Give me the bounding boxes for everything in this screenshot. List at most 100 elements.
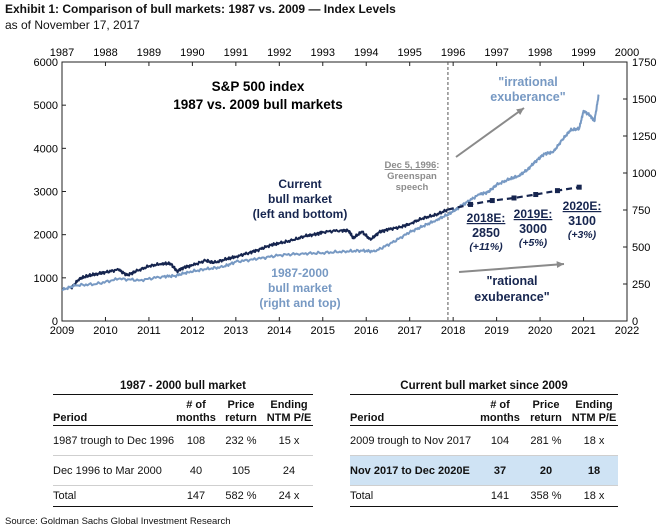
table-caption: 1987 - 2000 bull market [53,378,313,395]
x-top-tick-label: 1997 [484,47,508,59]
chart-ticks: 2009 2010 2011 2012 2013 2014 2015 2016 2017 2018… [34,47,657,334]
x-top-tick-label: 1989 [137,47,161,59]
cell-return: 582 % [217,485,265,507]
x-bottom-tick-label: 2015 [311,325,335,334]
y-left-tick-label: 4000 [34,143,58,155]
col-months-line2: months [480,412,520,424]
rational-arrow [458,263,565,273]
col-months-line1: # of [490,399,510,411]
x-bottom-tick-label: 2020 [528,325,552,334]
greenspan-date: Dec 5, 1996 [385,160,437,171]
cell-pe: 24 [265,455,313,486]
x-top-tick-label: 1995 [397,47,421,59]
cell-return: 232 % [217,425,265,456]
cell-months: 37 [478,455,522,486]
forecast-point [489,198,495,204]
x-top-tick-label: 1990 [180,47,204,59]
cell-return: 105 [217,455,265,486]
x-top-tick-label: 1996 [441,47,465,59]
forecast-value-label: 3000 [519,222,547,236]
current-market-label-2: bull market [268,192,332,206]
cell-pe: 18 x [570,485,618,507]
x-bottom-tick-label: 2009 [50,325,74,334]
table-row: Dec 1996 to Mar 2000 40 105 24 [53,455,313,486]
cell-period: Total [53,485,175,507]
x-bottom-tick-label: 2019 [484,325,508,334]
cell-return: 358 % [522,485,570,507]
col-period: Period [53,394,175,426]
y-left-tick-label: 6000 [34,57,58,69]
forecast-year-label: 2018E: [467,211,506,225]
x-bottom-tick-label: 2010 [93,325,117,334]
y-right-tick-label: 1500 [632,94,656,106]
cell-months: 104 [478,425,522,456]
y-left-tick-label: 0 [52,316,58,328]
table-total-row: Total 147 582 % 24 x [53,485,313,507]
chart-series [61,62,600,321]
cell-period: Total [350,485,478,507]
col-return-line1: Price [532,399,560,411]
x-top-tick-label: 1991 [224,47,248,59]
y-left-tick-label: 5000 [34,100,58,112]
cell-return: 281 % [522,425,570,456]
col-months: # of months [478,394,522,426]
col-pe: Ending NTM P/E [265,394,313,426]
table-row-highlighted: Nov 2017 to Dec 2020E 37 20 18 [350,455,618,486]
col-period: Period [350,394,478,426]
forecast-point [576,184,582,190]
y-right-tick-label: 250 [632,279,650,291]
forecast-change-label: (+5%) [519,237,548,249]
cell-pe: 18 x [570,425,618,456]
col-return-line2: return [530,412,562,424]
cell-pe: 24 x [265,485,313,507]
y-right-tick-label: 750 [632,205,650,217]
col-return: Price return [522,394,570,426]
y-right-tick-label: 0 [632,316,638,328]
col-pe-line1: Ending [270,399,308,411]
col-months-line1: # of [186,399,206,411]
y-right-tick-label: 500 [632,242,650,254]
col-pe-line2: NTM P/E [571,412,617,424]
irrational-label-2: exuberance" [490,90,565,104]
col-pe: Ending NTM P/E [570,394,618,426]
series-current-line [69,208,449,290]
col-pe-line1: Ending [575,399,613,411]
forecast-value-label: 3100 [568,214,596,228]
table-total-row: Total 141 358 % 18 x [350,485,618,507]
cell-months: 147 [175,485,217,507]
forecast-point [533,192,539,198]
old-market-label-3: (right and top) [259,296,340,310]
greenspan-label-3: speech [396,182,429,193]
x-top-tick-label: 1988 [93,47,117,59]
x-top-tick-label: 1994 [354,47,378,59]
x-bottom-tick-label: 2014 [267,325,291,334]
table-row: 2009 trough to Nov 2017 104 281 % 18 x [350,425,618,456]
series-1987-2000-line [61,94,600,291]
cell-return: 20 [522,455,570,486]
table-row: 1987 trough to Dec 1996 108 232 % 15 x [53,425,313,456]
col-months: # of months [175,394,217,426]
x-bottom-tick-label: 2013 [224,325,248,334]
forecast-year-label: 2020E: [563,199,602,213]
col-pe-line2: NTM P/E [266,412,312,424]
irrational-arrow-head [516,108,524,116]
greenspan-label-2: Greenspan [387,171,437,182]
irrational-arrow [455,107,525,158]
x-top-tick-label: 2000 [615,47,639,59]
x-top-tick-label: 1987 [50,47,74,59]
cell-period: 2009 trough to Nov 2017 [350,425,478,456]
exhibit-title: Exhibit 1: Comparison of bull markets: 1… [5,2,396,16]
y-left-tick-label: 3000 [34,187,58,199]
y-right-tick-label: 1750 [632,57,656,69]
greenspan-date-colon: : [436,160,439,171]
cell-period: Nov 2017 to Dec 2020E [350,455,478,486]
cell-period: Dec 1996 to Mar 2000 [53,455,175,486]
cell-pe: 15 x [265,425,313,456]
irrational-label-1: "irrational [498,75,557,89]
y-right-tick-label: 1250 [632,131,656,143]
cell-months: 108 [175,425,217,456]
chart-annotations: S&P 500 index 1987 vs. 2009 bull markets… [173,75,601,310]
forecast-point [468,201,474,207]
col-return-line1: Price [227,399,255,411]
col-return-line2: return [225,412,257,424]
